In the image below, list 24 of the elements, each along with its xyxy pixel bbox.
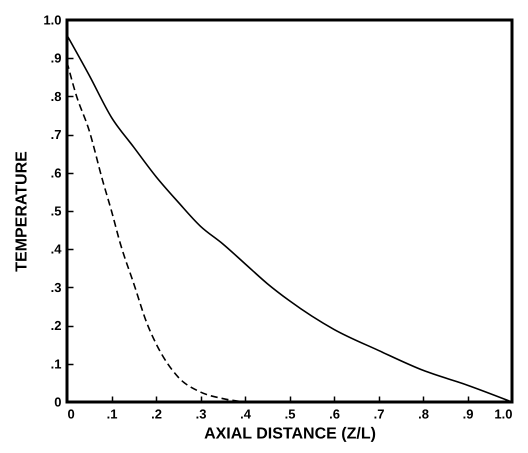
y-tick-label: .9 [50,50,62,66]
y-tick-label: .4 [50,242,62,257]
x-tick-label: .6 [329,406,340,422]
y-tick-label: 1.0 [43,12,62,28]
x-tick-label: .7 [374,406,384,422]
x-tick-label: .2 [151,406,162,422]
x-tick-label: .3 [196,406,206,422]
x-tick-label: 0 [68,406,75,422]
y-tick-label: .2 [50,318,62,334]
x-tick-label: .1 [106,406,118,422]
x-tick-label: .9 [462,406,474,422]
y-tick-label: .7 [50,127,62,142]
y-axis-title: TEMPERATURE [13,150,30,272]
y-tick-label: .8 [50,88,62,104]
y-tick-label: .5 [50,204,62,218]
y-tick-label: 0 [54,394,62,410]
x-tick-label: .8 [418,406,429,422]
x-tick-label: 1.0 [494,406,512,422]
x-tick-label: .4 [240,406,252,422]
x-tick-label: .5 [284,406,296,422]
y-tick-label: .3 [50,280,62,295]
y-tick-label: .1 [50,356,62,372]
x-axis-title: AXIAL DISTANCE (Z/L) [204,426,376,442]
y-tick-label: .6 [50,165,62,180]
